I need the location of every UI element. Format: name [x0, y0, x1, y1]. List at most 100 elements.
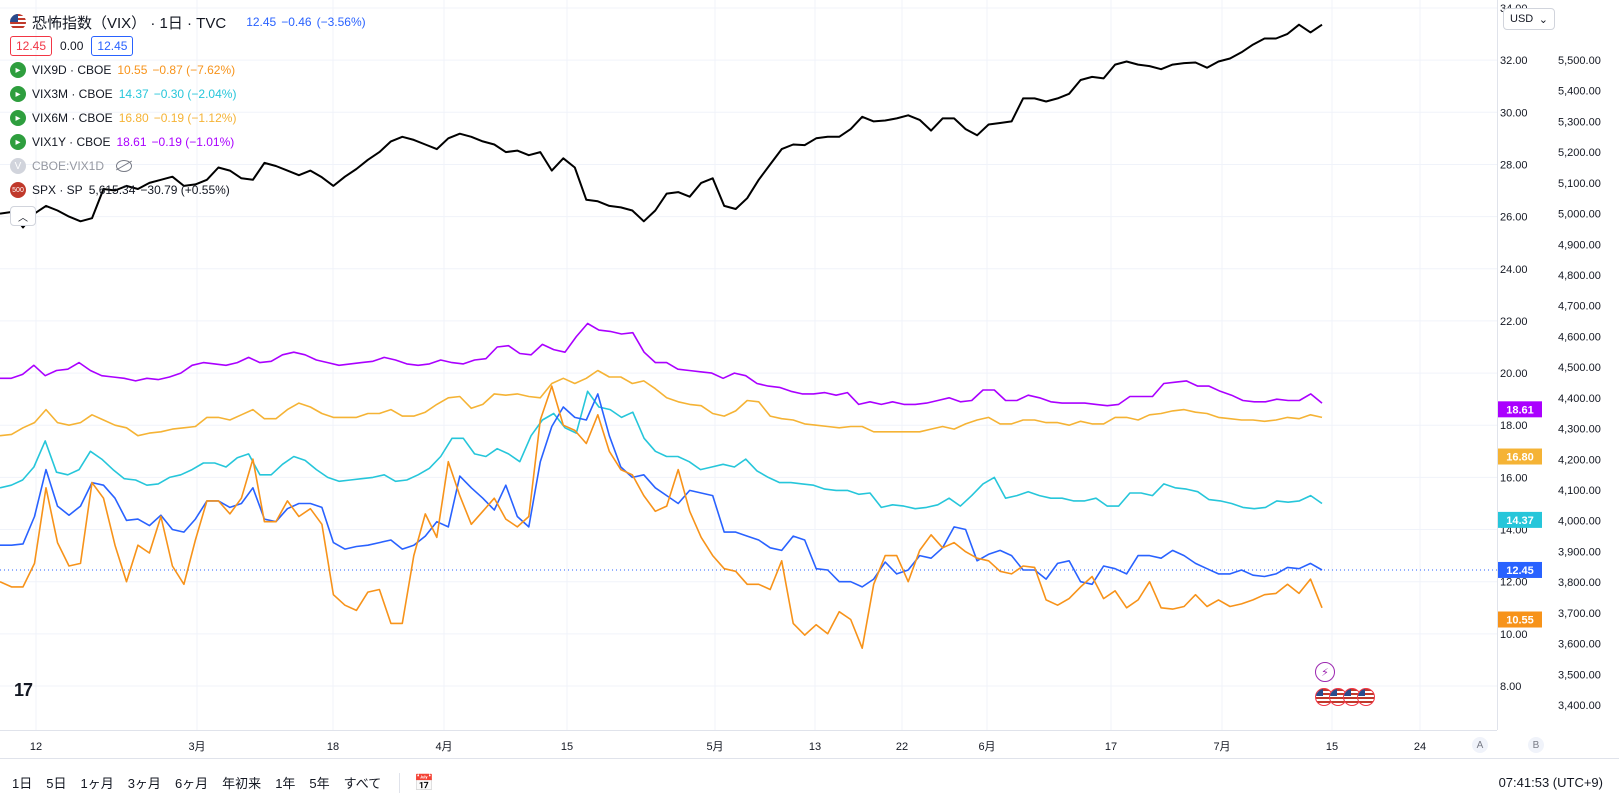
price-badge	[1498, 611, 1542, 628]
left-scale-tick: 24.00	[1500, 264, 1528, 276]
price-badge-label: 10.55	[1506, 615, 1534, 627]
time-tick: 15	[1326, 741, 1338, 753]
left-scale-tick: 16.00	[1500, 472, 1528, 484]
range-button[interactable]: 5日	[46, 776, 67, 791]
legend-row-series[interactable]: ▸ VIX1Y · CBOE 18.61 −0.19 (−1.01%)	[10, 130, 366, 154]
series-line[interactable]	[0, 385, 1323, 650]
right-scale-tick: 5,300.00	[1558, 116, 1601, 128]
right-scale-tick: 3,700.00	[1558, 608, 1601, 620]
buy-box[interactable]: 12.45	[91, 36, 134, 56]
range-button[interactable]: 3ヶ月	[127, 776, 161, 791]
right-scale-tick: 4,600.00	[1558, 331, 1601, 343]
range-button[interactable]: 年初来	[222, 776, 262, 791]
price-badge	[1498, 561, 1542, 578]
goto-date-icon[interactable]: 📅	[414, 774, 435, 792]
range-button[interactable]: 1日	[12, 776, 33, 791]
right-scale-tick: 3,900.00	[1558, 546, 1601, 558]
series-change: −0.19 (−1.01%)	[151, 135, 235, 149]
chevron-up-icon: ︿	[18, 212, 28, 224]
chart-plot-area[interactable]	[0, 0, 1497, 730]
range-button[interactable]: 1ヶ月	[80, 776, 114, 791]
right-scale-tick: 4,800.00	[1558, 270, 1601, 282]
bottom-toolbar: 1日 5日 1ヶ月 3ヶ月 6ヶ月 年初来 1年 5年 すべて 📅 07:41:53 (UTC+9…	[0, 758, 1619, 806]
price-badge	[1498, 511, 1542, 528]
right-scale-tick: 3,500.00	[1558, 669, 1601, 681]
series-value: 18.61	[116, 135, 147, 149]
us-flag-icon	[10, 14, 26, 30]
collapse-legend-button[interactable]: ︿	[10, 206, 36, 226]
clock-timezone[interactable]: 07:41:53 (UTC+9)	[1498, 775, 1603, 790]
chart-svg[interactable]	[0, 0, 1497, 730]
lightning-event-icon[interactable]: ⚡	[1315, 662, 1335, 682]
series-play-icon: ▸	[10, 110, 26, 126]
eye-hidden-icon[interactable]	[116, 160, 133, 172]
price-badge	[1498, 448, 1542, 465]
tradingview-logo[interactable]: 17	[14, 680, 33, 700]
right-scale-tick: 5,000.00	[1558, 209, 1601, 221]
date-range-buttons: 1日 5日 1ヶ月 3ヶ月 6ヶ月 年初来 1年 5年 すべて 📅	[12, 759, 448, 806]
range-button[interactable]: すべて	[343, 776, 382, 791]
right-scale-tick: 4,500.00	[1558, 362, 1601, 374]
legend-row-series[interactable]: ▸ VIX3M · CBOE 14.37 −0.30 (−2.04%)	[10, 82, 366, 106]
auto-scale-button[interactable]: A	[1472, 737, 1488, 753]
series-value: 16.80	[118, 111, 149, 125]
range-button[interactable]: 5年	[309, 776, 330, 791]
series-play-icon: ▸	[10, 62, 26, 78]
currency-label: USD	[1510, 13, 1534, 25]
right-scale-tick: 4,200.00	[1558, 454, 1601, 466]
price-badge	[1498, 401, 1542, 418]
legend-row-hidden[interactable]: V CBOE:VIX1D	[10, 154, 366, 178]
series-line[interactable]	[0, 390, 1323, 510]
time-tick: 17	[1105, 741, 1117, 753]
series-line[interactable]	[0, 369, 1323, 437]
left-scale-tick: 22.00	[1500, 316, 1528, 328]
left-scale-tick: 28.00	[1500, 159, 1528, 171]
right-scale-tick: 3,400.00	[1558, 700, 1601, 712]
spx-badge-icon: 500	[10, 182, 26, 198]
sell-box[interactable]: 12.45	[10, 36, 53, 56]
left-scale-tick: 20.00	[1500, 368, 1528, 380]
time-axis[interactable]: 12 3月 18 4月 15 5月 13 22 6月 17 7月 15 24	[0, 730, 1497, 759]
price-badge-label: 14.37	[1506, 515, 1534, 527]
series-symbol: VIX6M · CBOE	[32, 111, 113, 125]
chevron-down-icon: ⌄	[1538, 13, 1548, 26]
time-tick: 12	[30, 741, 42, 753]
price-axis[interactable]: 34.0032.0030.0028.0026.0024.0022.0020.00…	[1497, 0, 1619, 730]
right-scale-tick: 4,300.00	[1558, 424, 1601, 436]
spx-symbol: SPX · SP	[32, 183, 83, 197]
time-tick: 7月	[1213, 741, 1230, 753]
right-scale-tick: 4,100.00	[1558, 485, 1601, 497]
currency-select[interactable]: USD ⌄	[1503, 8, 1555, 30]
log-scale-button[interactable]: B	[1528, 737, 1544, 753]
time-tick: 18	[327, 741, 339, 753]
series-change: −0.30 (−2.04%)	[153, 87, 237, 101]
price-badge-label: 18.61	[1506, 404, 1534, 416]
series-line[interactable]	[0, 322, 1323, 407]
time-tick: 6月	[978, 741, 995, 753]
us-event-flag-icon[interactable]	[1357, 688, 1375, 706]
legend-main-row[interactable]: 恐怖指数（VIX） · 1日 · TVC 12.45 −0.46 (−3.56%…	[10, 10, 366, 34]
time-tick: 4月	[435, 741, 452, 753]
toolbar-divider	[399, 772, 401, 793]
legend-row-spx[interactable]: 500 SPX · SP 5,615.34 −30.79 (+0.55%)	[10, 178, 366, 202]
left-scale-tick: 26.00	[1500, 212, 1528, 224]
time-tick: 3月	[188, 741, 205, 753]
right-scale-tick: 5,200.00	[1558, 147, 1601, 159]
main-change: −0.46	[281, 15, 312, 29]
series-value: 10.55	[117, 63, 148, 77]
right-scale-tick: 4,700.00	[1558, 301, 1601, 313]
right-scale-tick: 3,800.00	[1558, 577, 1601, 589]
left-scale-tick: 8.00	[1500, 681, 1521, 693]
series-line[interactable]	[0, 393, 1323, 588]
left-scale-tick: 10.00	[1500, 629, 1528, 641]
time-axis-svg: 12 3月 18 4月 15 5月 13 22 6月 17 7月 15 24	[30, 741, 1426, 753]
range-button[interactable]: 1年	[275, 776, 296, 791]
right-scale-tick: 4,900.00	[1558, 239, 1601, 251]
main-symbol-title[interactable]: 恐怖指数（VIX） · 1日 · TVC	[32, 14, 227, 32]
range-button[interactable]: 6ヶ月	[174, 776, 209, 791]
legend-row-series[interactable]: ▸ VIX9D · CBOE 10.55 −0.87 (−7.62%)	[10, 58, 366, 82]
series-line[interactable]	[0, 23, 1323, 229]
right-scale-tick: 3,600.00	[1558, 639, 1601, 651]
legend-row-series[interactable]: ▸ VIX6M · CBOE 16.80 −0.19 (−1.12%)	[10, 106, 366, 130]
spx-change: −30.79 (+0.55%)	[140, 183, 230, 197]
